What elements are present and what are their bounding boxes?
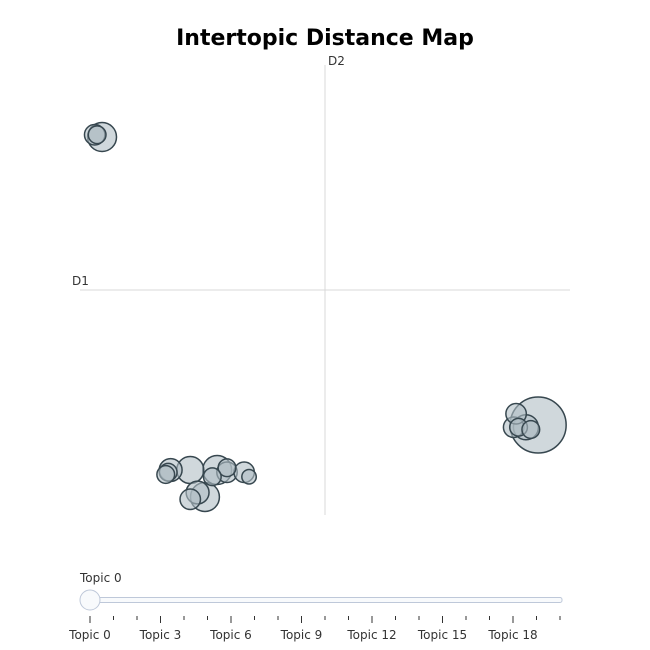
d1-axis-label: D1 [72,274,89,288]
slider-current-value: Topic 0 [79,571,122,585]
slider-ticks: Topic 0 Topic 3 Topic 6 Topic 9 Topic 12 Topi… [68,616,561,642]
slider-tick-label: Topic 15 [417,628,467,642]
slider-tick-label: Topic 12 [346,628,396,642]
topic-bubble[interactable] [521,419,541,440]
topic-bubbles [83,121,567,513]
topic-bubble[interactable] [87,125,107,145]
slider-handle[interactable] [79,589,101,611]
slider-rail[interactable] [84,597,563,603]
slider-tick-label: Topic 18 [487,628,537,642]
slider-tick-label: Topic 9 [280,628,323,642]
topic-bubble[interactable] [179,488,202,511]
topic-bubble[interactable] [241,468,258,485]
topic-bubble[interactable] [202,467,222,487]
topic-slider[interactable]: Topic 0 Topic 0 Topic 3 Topic 6 Topic 9 Topi… [68,571,563,642]
slider-tick-label: Topic 3 [139,628,182,642]
topic-bubble[interactable] [156,464,176,485]
slider-tick-label: Topic 6 [209,628,252,642]
d2-axis-label: D2 [328,54,345,68]
slider-tick-label: Topic 0 [68,628,111,642]
chart-title: Intertopic Distance Map [176,26,474,51]
topic-bubble[interactable] [217,458,237,478]
